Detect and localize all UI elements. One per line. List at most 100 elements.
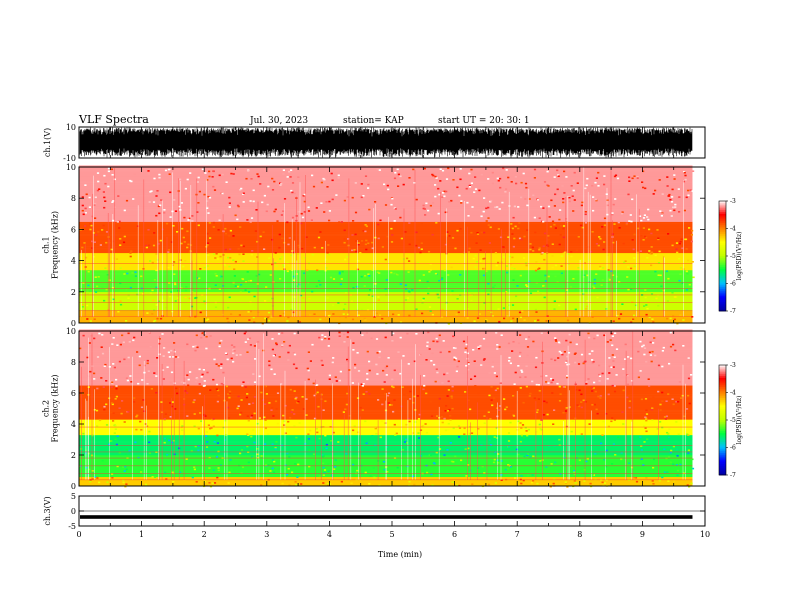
ch2-spectrogram-speck [374,427,377,430]
ch2-spectrogram-speck [96,477,99,479]
ch2-spectrogram-speck [175,356,178,358]
ch1-spectrogram-speck [474,176,477,178]
ch2-spectrogram-speck [596,412,599,415]
ch1-spectrogram-band [79,285,693,288]
ch1-spectrogram-colorbar-cell [719,283,726,286]
ch2-spectrogram-speck [144,483,148,486]
ch1-spectrogram-band [79,263,693,266]
ch1-spectrogram-speck [509,263,513,266]
ch1-spectrogram-speck [603,175,606,177]
ch1-spectrogram-speck [520,196,523,199]
ch1-spectrogram-speck [551,266,554,269]
ch2-spectrogram-speck [98,332,101,335]
ch1-spectrogram-speck [673,242,676,245]
ch2-spectrogram-speck [500,479,503,481]
ch2-spectrogram-speck [552,482,555,485]
ch1-spectrogram-colorbar-cell [719,300,726,303]
ch2-spectrogram-speck [610,366,613,369]
ch2-spectrogram-speck [101,334,104,336]
ch2-spectrogram-speck [140,406,144,409]
ch1-spectrogram-speck [614,198,617,200]
ch2-spectrogram-speck [675,421,678,423]
ch2-spectrogram-speck [290,411,293,413]
ch2-spectrogram-speck [490,399,493,401]
ch2-spectrogram-band [79,329,693,332]
ch2-spectrogram-speck [491,361,494,363]
ch2-spectrogram-speck [545,381,548,383]
ch2-spectrogram-speck [687,434,690,436]
ch2-spectrogram-speck [494,389,497,392]
ch2-spectrogram-speck [645,409,648,412]
ch1-spectrogram-speck [163,212,166,214]
ch2-spectrogram-speck [348,415,351,417]
ch1-spectrogram-speck [206,251,209,254]
ch1-spectrogram-speck [103,299,106,302]
ch2-spectrogram-speck [295,436,298,439]
ch2-spectrogram-colorbar-cell [719,460,726,463]
x-tick-label: 10 [700,530,710,539]
ch1-spectrogram-colorbar-cell [719,263,726,266]
ch1-spectrogram-speck [196,211,199,213]
ch2-spectrogram-speck [564,481,567,483]
ch2-spectrogram-colorbar-cell [719,401,726,404]
ch1-spectrogram-speck [279,278,282,280]
ch2-spectrogram-speck [167,351,170,354]
ch2-spectrogram-colorbar-cell [719,458,726,461]
ch1-spectrogram-speck [81,196,84,198]
ch1-spectrogram-band [79,255,693,258]
ch1-spectrogram-colorbar-cell [719,208,726,211]
ch1-spectrogram-speck [685,289,688,291]
ch1-spectrogram-speck [232,173,235,175]
ch2-spectrogram-speck [205,335,208,338]
ch1-spectrogram-speck [201,168,204,171]
ch2-spectrogram-colorbar-cell [719,414,726,417]
ch1-spectrogram-speck [360,183,363,185]
ch2-spectrogram-speck [430,415,434,417]
ch2-spectrogram-speck [203,380,206,382]
ch2-spectrogram-speck [106,481,109,484]
ch1-spectrogram-speck [323,178,326,181]
ch1-spectrogram-speck [671,291,674,294]
ch2-spectrogram-speck [335,380,338,382]
ch2-spectrogram-speck [247,338,250,340]
ch2-spectrogram-speck [492,450,495,452]
ch2-spectrogram-speck [587,332,590,335]
ch1-spectrogram-speck [286,176,289,178]
ch1-spectrogram-band [79,262,693,265]
ch1-spectrogram-speck [111,174,114,176]
ch2-spectrogram-speck [376,373,379,375]
ch1-spectrogram-speck [84,225,87,227]
ch2-spectrogram-speck [611,417,614,419]
ch1-spectrogram-speck [147,170,150,172]
ch2-spectrogram-speck [509,421,512,424]
ch1-spectrogram-speck [146,312,149,314]
ch1-spectrogram-colorbar-cell [719,217,726,220]
ch2-spectrogram-speck [426,345,429,347]
ch1-spectrogram-band [79,302,693,305]
ch2-spectrogram-speck [237,395,240,398]
ch2-spectrogram-speck [125,377,128,379]
ch2-spectrogram-speck [608,357,611,359]
ch1-spectrogram-speck [279,184,282,186]
ch2-spectrogram-speck [193,413,196,415]
ch1-spectrogram-speck [390,203,393,206]
ch1-spectrogram-band [79,191,693,194]
ch2-spectrogram-speck [169,381,172,384]
ch1-spectrogram-speck [303,211,306,213]
ch1-spectrogram-speck [580,204,583,207]
ch1-spectrogram-speck [660,285,663,288]
ch2-spectrogram-speck [287,351,290,354]
ch1-spectrogram-speck [570,251,573,253]
ch1-spectrogram-speck [408,260,411,262]
ch2-spectrogram-speck [265,464,268,466]
ch1-spectrogram-speck [279,315,282,317]
ch1-spectrogram-speck [404,231,407,233]
ch1-spectrogram-speck [330,172,333,175]
ch1-spectrogram-speck [188,251,191,253]
ch2-spectrogram-colorbar-cell [719,410,726,414]
ch1-spectrogram-speck [158,176,161,179]
ch2-spectrogram-speck [324,336,327,338]
ch1-spectrogram-colorbar-cell [719,289,726,292]
ch1-spectrogram-speck [173,282,177,284]
ch1-spectrogram-speck [678,211,681,213]
